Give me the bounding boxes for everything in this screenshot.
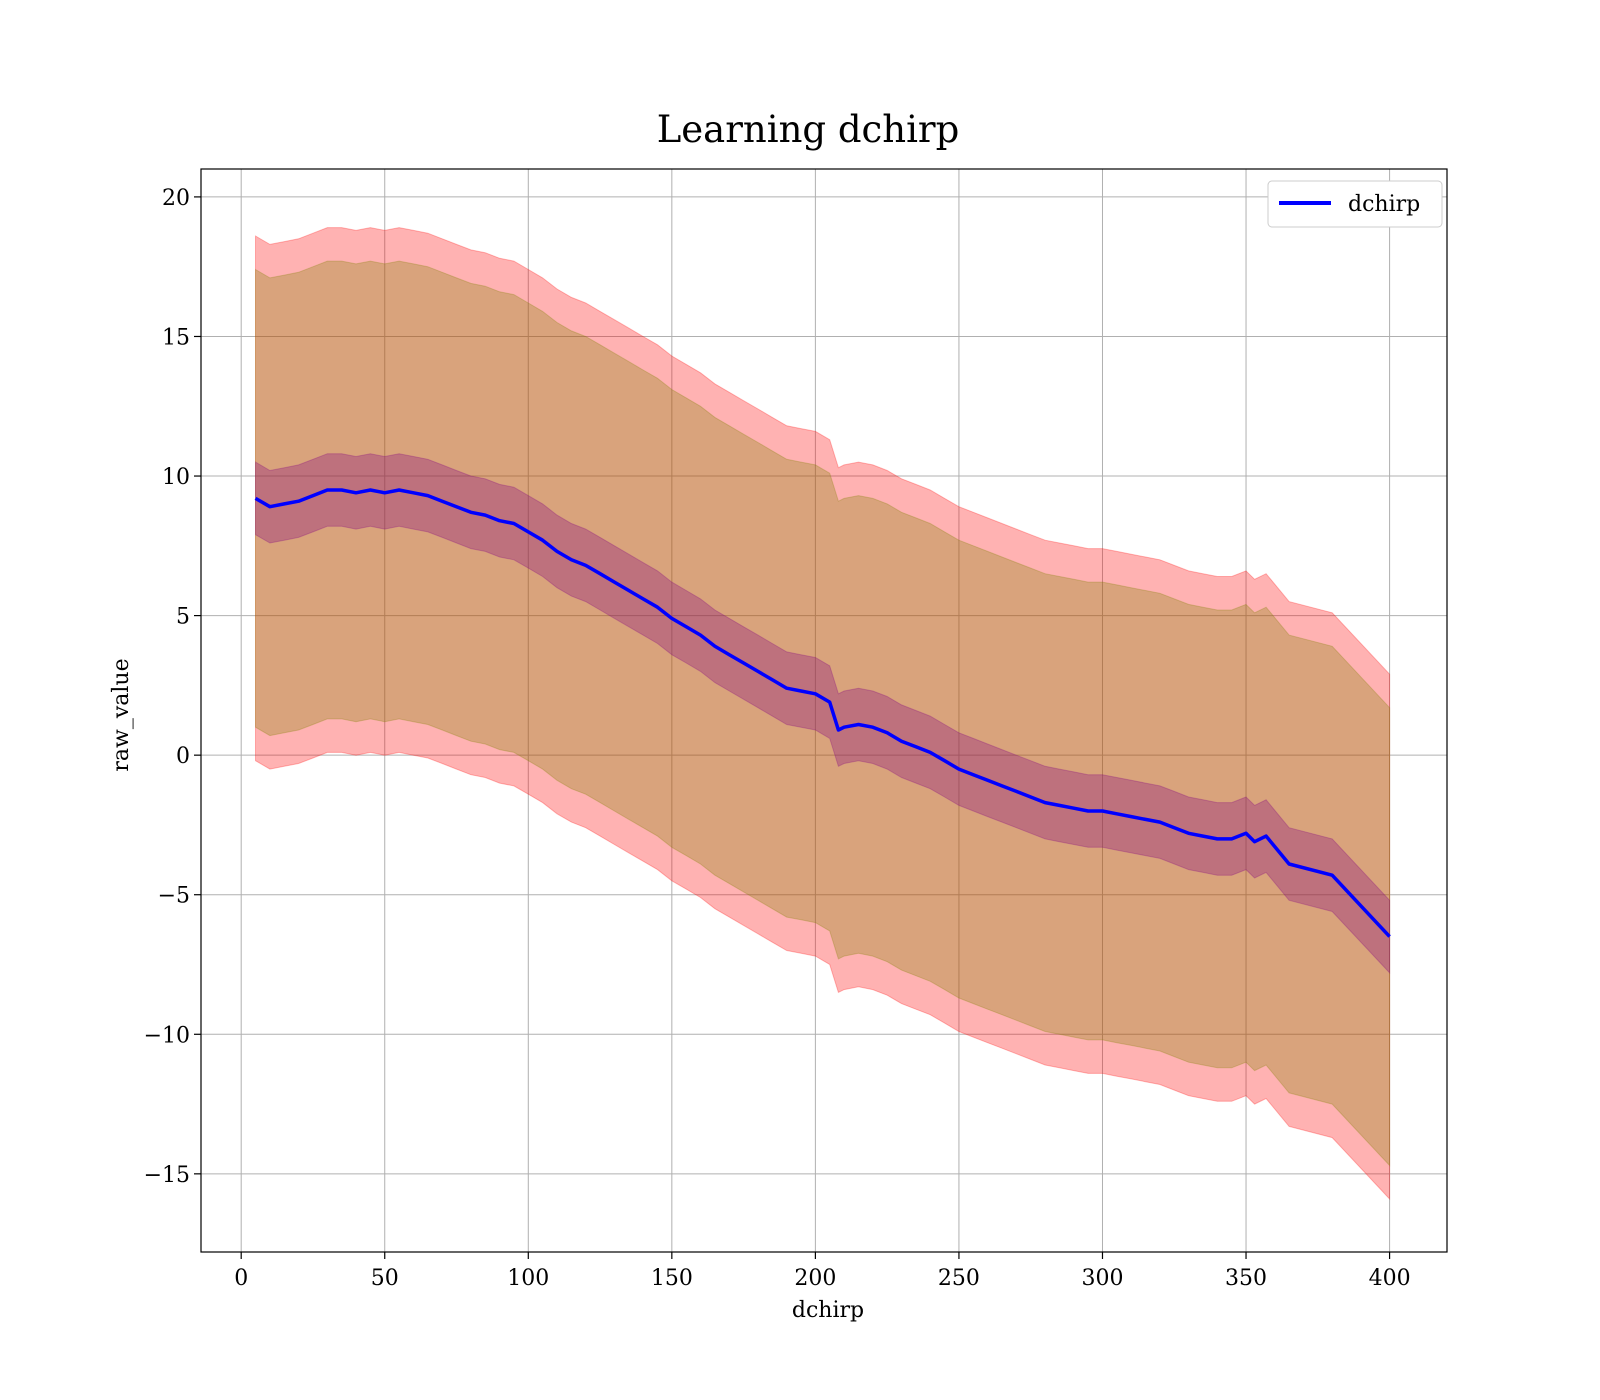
middle-confidence-band: [255, 260, 1391, 1167]
x-tick-label: 100: [507, 1266, 549, 1291]
x-tick-label: 0: [234, 1266, 248, 1291]
x-tick-label: 400: [1369, 1266, 1411, 1291]
outer-confidence-band: [255, 227, 1391, 1201]
x-tick-label: 50: [371, 1266, 399, 1291]
series-line-dchirp: [254, 488, 1391, 938]
legend: dchirp: [1267, 180, 1443, 228]
x-tick-label: 350: [1225, 1266, 1267, 1291]
x-tick-label: 150: [651, 1266, 693, 1291]
legend-box: [1267, 180, 1443, 228]
inner-confidence-band: [255, 453, 1391, 975]
plot-frame: [200, 168, 1448, 1253]
plot-area: [201, 169, 1447, 1252]
legend-label-dchirp: dchirp: [1348, 192, 1420, 217]
y-tick-label: 10: [162, 465, 190, 490]
y-tick-label: 15: [162, 325, 190, 350]
y-tick-label: −15: [144, 1163, 190, 1188]
y-tick-label: −10: [144, 1023, 190, 1048]
x-tick-label: 300: [1081, 1266, 1123, 1291]
y-axis-label: raw_value: [109, 658, 134, 771]
y-tick-label: 20: [162, 186, 190, 211]
y-tick-label: −5: [158, 884, 190, 909]
y-axis: −15 −10 −5 0 5 10 15 20: [144, 186, 201, 1188]
x-tick-label: 250: [938, 1266, 980, 1291]
x-tick-label: 200: [794, 1266, 836, 1291]
x-axis-label: dchirp: [792, 1298, 864, 1323]
y-tick-label: 0: [176, 744, 190, 769]
x-axis: 0 50 100 150 200 250 300 350 400: [234, 1252, 1411, 1291]
chart-title: Learning dchirp: [657, 108, 960, 151]
y-tick-label: 5: [176, 605, 190, 630]
